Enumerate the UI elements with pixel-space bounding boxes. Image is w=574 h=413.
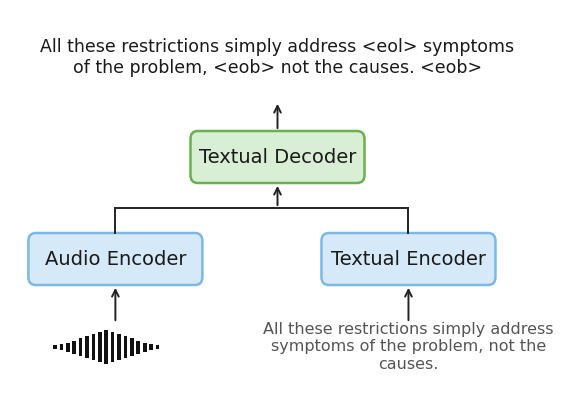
FancyBboxPatch shape: [191, 132, 364, 183]
Bar: [98, 332, 102, 362]
Bar: [156, 345, 160, 349]
Bar: [117, 334, 121, 360]
FancyBboxPatch shape: [28, 233, 203, 285]
FancyBboxPatch shape: [321, 233, 495, 285]
Bar: [149, 344, 153, 350]
Text: All these restrictions simply address <eol> symptoms
of the problem, <eob> not t: All these restrictions simply address <e…: [40, 38, 514, 77]
Bar: [104, 330, 108, 364]
Bar: [92, 334, 95, 360]
Bar: [72, 341, 76, 354]
Bar: [143, 343, 146, 351]
Bar: [79, 338, 83, 356]
Bar: [66, 343, 69, 351]
Bar: [53, 345, 57, 349]
Text: Textual Encoder: Textual Encoder: [331, 250, 486, 269]
Bar: [85, 336, 89, 358]
Bar: [111, 332, 114, 362]
Bar: [123, 336, 127, 358]
Bar: [60, 344, 63, 350]
Text: All these restrictions simply address
symptoms of the problem, not the
causes.: All these restrictions simply address sy…: [263, 321, 554, 371]
Bar: [137, 341, 140, 354]
Text: Audio Encoder: Audio Encoder: [45, 250, 186, 269]
Bar: [130, 338, 134, 356]
Text: Textual Decoder: Textual Decoder: [199, 148, 356, 167]
